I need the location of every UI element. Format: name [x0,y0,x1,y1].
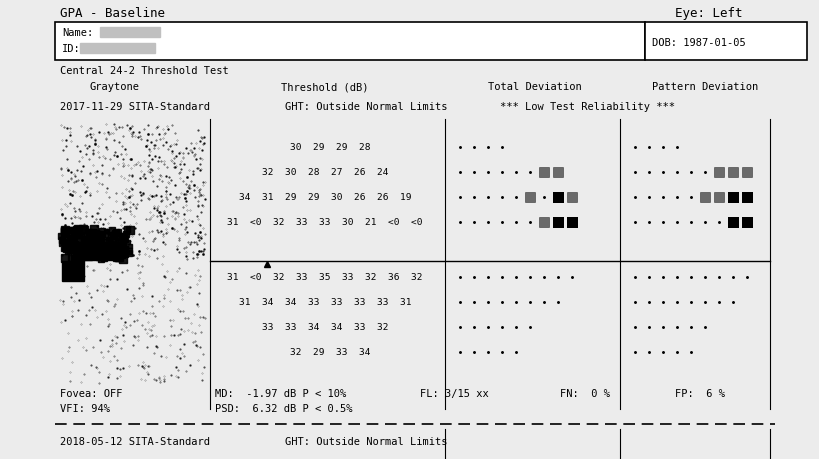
Text: Fovea: OFF: Fovea: OFF [60,388,122,398]
Text: Total Deviation: Total Deviation [487,82,581,92]
Text: FN:  0 %: FN: 0 % [559,388,609,398]
Text: 31  34  34  33  33  33  33  31: 31 34 34 33 33 33 33 31 [238,298,411,307]
Text: 32  30  28  27  26  24: 32 30 28 27 26 24 [261,168,387,177]
Text: Name:: Name: [62,28,93,38]
Text: 31  <0  32  33  33  30  21  <0  <0: 31 <0 32 33 33 30 21 <0 <0 [227,218,423,227]
Text: 30  29  29  28: 30 29 29 28 [289,143,370,152]
Bar [62,262,84,281]
Bar [741,218,752,229]
Bar [552,168,563,178]
Bar [713,168,723,178]
Bar [566,193,577,202]
Bar [552,218,563,229]
Bar [727,168,737,178]
Text: PSD:  6.32 dB P < 0.5%: PSD: 6.32 dB P < 0.5% [215,403,352,413]
Text: 32  29  33  34: 32 29 33 34 [289,348,370,357]
Text: GHT: Outside Normal Limits: GHT: Outside Normal Limits [285,436,447,446]
Text: DOB: 1987-01-05: DOB: 1987-01-05 [651,38,744,48]
Text: Pattern Deviation: Pattern Deviation [651,82,758,92]
Bar [566,218,577,229]
Text: 33  33  34  34  33  32: 33 33 34 34 33 32 [261,323,387,332]
Bar [713,193,723,202]
Bar [75,242,99,260]
FancyBboxPatch shape [55,23,645,61]
Bar [727,193,738,203]
Text: 31  <0  32  33  35  33  32  36  32: 31 <0 32 33 35 33 32 36 32 [227,273,423,282]
Text: FL: 3/15 xx: FL: 3/15 xx [419,388,488,398]
Bar [538,218,549,228]
Bar [727,218,738,229]
Text: MD:  -1.97 dB P < 10%: MD: -1.97 dB P < 10% [215,388,346,398]
Text: *** Low Test Reliability ***: *** Low Test Reliability *** [500,102,674,112]
Bar [100,28,160,38]
Bar [699,193,709,202]
Bar [524,193,534,202]
Bar [538,168,549,178]
Text: FP:  6 %: FP: 6 % [674,388,724,398]
Text: Eye: Left: Eye: Left [674,7,741,20]
Text: 34  31  29  29  30  26  26  19: 34 31 29 29 30 26 26 19 [238,193,411,202]
Text: 2018-05-12 SITA-Standard: 2018-05-12 SITA-Standard [60,436,210,446]
Bar [80,44,155,54]
Text: Central 24-2 Threshold Test: Central 24-2 Threshold Test [60,66,229,76]
Bar [741,168,751,178]
Text: VFI: 94%: VFI: 94% [60,403,110,413]
Text: GHT: Outside Normal Limits: GHT: Outside Normal Limits [285,102,447,112]
Text: GPA - Baseline: GPA - Baseline [60,7,165,20]
Bar [102,242,122,260]
Bar [741,193,752,203]
Bar [552,193,563,203]
Text: Graytone: Graytone [90,82,140,92]
FancyBboxPatch shape [645,23,806,61]
Text: ID:: ID: [62,44,80,54]
Text: Threshold (dB): Threshold (dB) [281,82,369,92]
Text: 2017-11-29 SITA-Standard: 2017-11-29 SITA-Standard [60,102,210,112]
